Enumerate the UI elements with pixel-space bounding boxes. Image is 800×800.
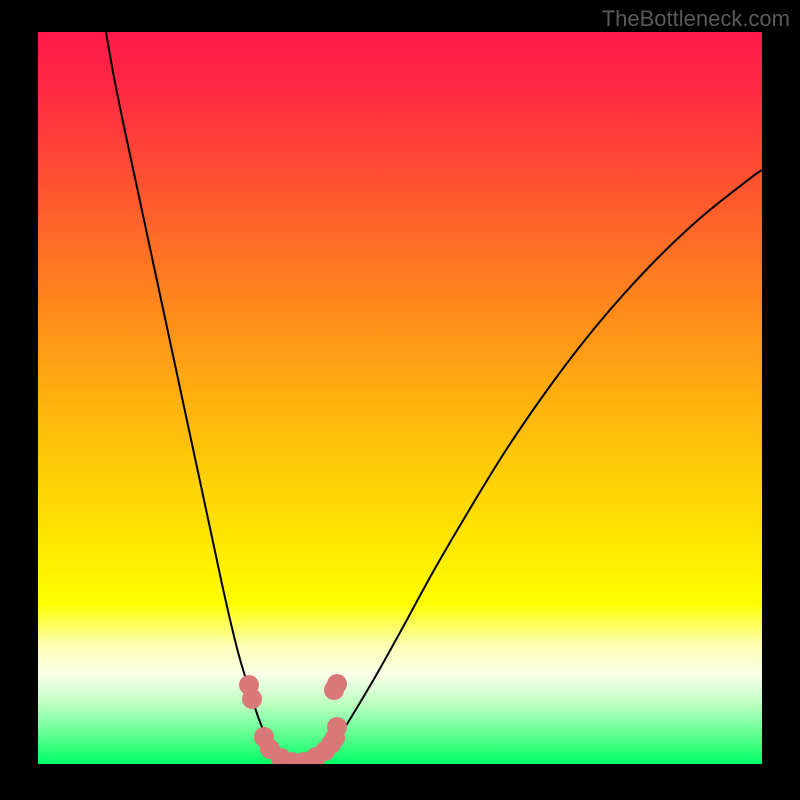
watermark-text: TheBottleneck.com [602,6,790,32]
marker-point [327,674,347,694]
marker-point [242,689,262,709]
plot-area [38,32,762,764]
data-markers [38,32,762,764]
marker-point [327,717,347,737]
